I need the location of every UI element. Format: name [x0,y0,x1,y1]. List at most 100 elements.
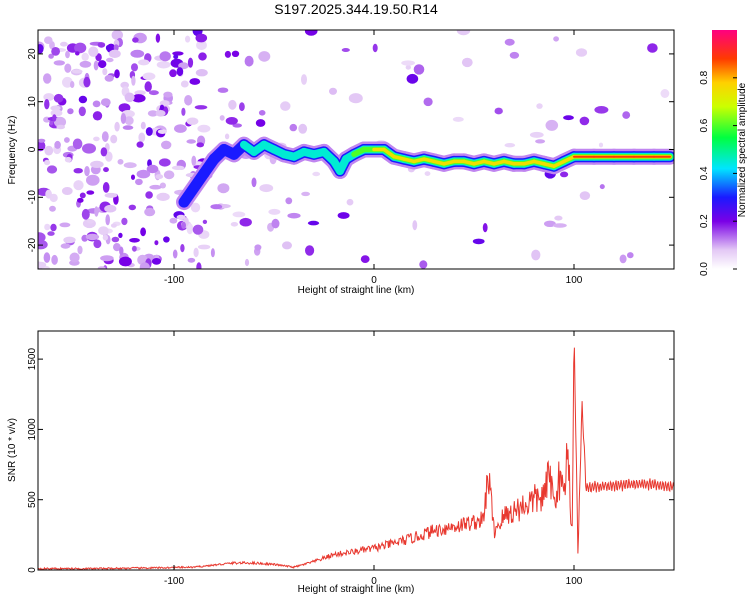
heatmap-noise-blob [159,51,171,62]
heatmap-noise-blob [627,252,634,259]
heatmap-noise-blob [180,244,185,253]
heatmap-noise-blob [191,155,197,166]
heatmap-noise-blob [622,111,631,119]
heatmap-noise-blob [232,211,246,218]
heatmap-noise-blob [82,143,96,154]
heatmap-noise-blob [98,60,107,69]
heatmap-noise-blob [163,170,175,180]
heatmap-noise-blob [124,92,135,103]
heatmap-noise-blob [254,244,262,251]
heatmap-noise-blob [119,246,124,256]
heatmap-noise-blob [53,60,65,66]
bottom-y-tick-label: 500 [27,491,38,508]
heatmap-noise-blob [136,141,144,148]
heatmap-noise-blob [72,138,83,150]
heatmap-noise-blob [239,102,245,112]
heatmap-noise-blob [92,100,101,108]
heatmap-noise-blob [258,110,266,116]
heatmap-noise-blob [228,99,237,110]
heatmap-noise-blob [46,165,58,174]
heatmap-noise-blob [531,249,541,261]
heatmap-noise-blob [536,103,543,109]
heatmap-noise-blob [271,218,280,229]
heatmap-noise-blob [81,208,90,220]
heatmap-noise-blob [181,107,186,116]
heatmap-noise-blob [210,204,223,210]
heatmap-noise-blob [301,191,310,197]
heatmap-noise-blob [239,217,252,227]
heatmap-noise-blob [140,227,147,237]
heatmap-noise-blob [140,121,146,130]
heatmap-noise-blob [97,266,106,269]
bottom-plot-frame [37,330,675,571]
bottom-x-tick-label: 0 [371,576,377,587]
heatmap-noise-blob [230,222,239,227]
heatmap-noise-blob [198,52,207,61]
heatmap-noise-blob [535,139,546,144]
heatmap-noise-blob [129,238,140,243]
heatmap-noise-blob [146,164,159,174]
heatmap-noise-blob [423,97,433,107]
heatmap-noise-blob [77,197,84,203]
heatmap-noise-blob [131,75,136,86]
heatmap-noise-blob [38,44,44,54]
heatmap-noise-blob [90,160,104,168]
heatmap-noise-blob [186,223,194,235]
heatmap-noise-blob [575,48,588,57]
heatmap-noise-blob [161,140,172,150]
heatmap-noise-blob [135,178,143,186]
heatmap-ridge [176,136,674,211]
heatmap-noise-blob [225,117,238,125]
heatmap-noise-blob [258,51,271,62]
colorbar-tick-label: 0.2 [699,214,710,228]
heatmap-noise-blob [85,233,100,241]
heatmap-noise-blob [196,40,207,51]
heatmap-noise-blob [52,114,57,122]
heatmap-noise-blob [157,129,167,135]
heatmap-noise-blob [102,182,110,193]
colorbar-tick-label: 0.8 [699,70,710,84]
heatmap-noise-blob [419,260,428,269]
heatmap-noise-blob [190,202,201,213]
heatmap-noise-blob [43,73,52,84]
heatmap-noise-blob [102,234,109,241]
heatmap-noise-blob [51,254,58,265]
heatmap-noise-blob [553,223,567,228]
heatmap-noise-blob [194,105,208,110]
heatmap-noise-blob [65,50,70,59]
heatmap-noise-blob [139,262,150,269]
heatmap-noise-blob [104,74,114,82]
heatmap-noise-blob [544,220,556,227]
heatmap-noise-blob [159,104,165,111]
heatmap-noise-blob [100,147,108,157]
heatmap-noise-blob [545,119,559,131]
heatmap-noise-blob [482,223,488,233]
heatmap-noise-blob [155,33,161,43]
heatmap-noise-blob [189,78,201,85]
heatmap-noise-blob [494,107,503,115]
heatmap-noise-blob [104,204,117,213]
heatmap-noise-blob [105,45,110,51]
heatmap-noise-blob [307,220,320,226]
snr-series-line [38,347,674,570]
heatmap-noise-blob [553,36,559,42]
heatmap-noise-blob [69,252,80,263]
heatmap-noise-blob [43,252,51,263]
heatmap-noise-blob [647,43,658,53]
ridge-segment [562,154,576,164]
heatmap-noise-blob [348,93,363,104]
heatmap-noise-blob [504,143,516,148]
heatmap-noise-blob [461,57,473,68]
bottom-x-tick-label: 100 [566,576,583,587]
heatmap-noise-blob [49,119,54,126]
heatmap-noise-blob [60,41,68,47]
heatmap-noise-blob [217,183,230,194]
heatmap-noise-blob [301,74,307,85]
heatmap-noise-blob [61,187,73,195]
heatmap-noise-blob [54,140,61,149]
heatmap-noise-blob [51,47,60,56]
heatmap-noise-blob [197,124,211,133]
heatmap-noise-blob [103,167,109,173]
heatmap-noise-blob [75,51,80,56]
